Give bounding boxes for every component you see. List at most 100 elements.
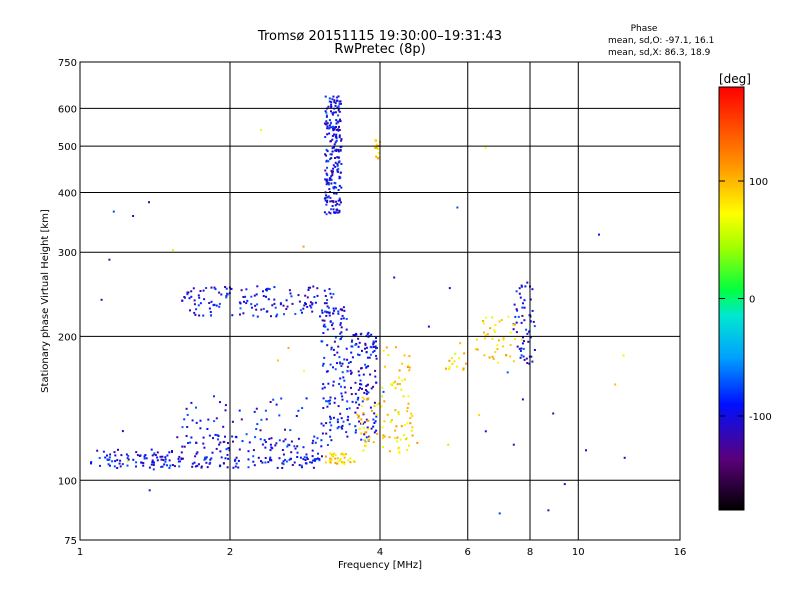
data-point — [232, 466, 235, 469]
data-point — [326, 400, 329, 403]
data-point — [275, 442, 278, 445]
data-point — [522, 302, 524, 305]
data-point — [375, 429, 378, 432]
data-point — [189, 441, 192, 444]
data-point — [342, 420, 345, 423]
data-point — [351, 339, 354, 342]
data-point — [382, 436, 384, 439]
data-point — [328, 311, 331, 314]
data-point — [241, 440, 244, 443]
data-point — [526, 362, 529, 364]
data-point — [330, 459, 333, 462]
data-point — [323, 356, 326, 359]
data-point — [349, 361, 352, 363]
data-point — [225, 296, 228, 299]
data-point — [332, 293, 335, 296]
data-point — [197, 294, 200, 297]
data-point — [513, 323, 516, 326]
data-point — [520, 339, 523, 341]
data-point — [109, 453, 112, 456]
data-point — [329, 177, 332, 180]
data-point — [227, 457, 230, 460]
data-point — [447, 443, 450, 446]
data-point — [337, 405, 340, 408]
data-point — [484, 430, 487, 433]
data-point — [173, 465, 176, 468]
data-point — [300, 464, 303, 467]
data-point — [526, 281, 529, 284]
data-point — [372, 385, 375, 388]
data-point — [162, 459, 165, 462]
data-point — [264, 446, 267, 449]
data-point — [334, 149, 337, 152]
chart-title: Tromsø 20151115 19:30:00–19:31:43 — [257, 29, 502, 44]
data-point — [406, 407, 409, 409]
data-point — [404, 378, 406, 381]
data-point — [370, 333, 373, 336]
data-point — [378, 156, 381, 159]
data-point — [341, 462, 344, 465]
data-point — [375, 357, 378, 360]
data-point — [226, 293, 229, 296]
data-point — [331, 147, 334, 150]
data-point — [402, 395, 405, 398]
data-point — [354, 431, 357, 434]
data-point — [321, 309, 323, 312]
data-point — [515, 331, 518, 334]
data-point — [340, 453, 343, 456]
data-point — [360, 383, 363, 386]
data-point — [355, 401, 358, 404]
data-point — [293, 445, 296, 448]
data-point — [316, 287, 319, 290]
data-point — [357, 414, 360, 417]
data-point — [494, 324, 497, 327]
data-point — [244, 295, 247, 298]
data-point — [121, 463, 124, 466]
data-point — [265, 310, 268, 313]
data-point — [193, 461, 196, 464]
data-point — [334, 368, 337, 371]
data-point — [367, 365, 370, 368]
data-point — [372, 441, 375, 444]
data-point — [334, 102, 337, 105]
data-point — [339, 377, 342, 380]
data-point — [298, 300, 301, 303]
data-point — [232, 440, 234, 443]
data-point — [288, 458, 291, 461]
data-point — [325, 461, 327, 464]
data-point — [285, 299, 288, 302]
data-point — [352, 459, 355, 462]
data-point — [328, 132, 331, 135]
data-point — [496, 361, 499, 364]
data-point — [156, 456, 159, 459]
data-point — [334, 111, 337, 114]
data-point — [336, 418, 339, 421]
data-point — [281, 462, 284, 465]
data-point — [98, 457, 101, 459]
data-point — [107, 463, 110, 466]
data-point — [219, 441, 222, 444]
data-point — [408, 444, 410, 447]
data-point — [331, 454, 334, 457]
data-point — [343, 456, 346, 459]
data-point — [209, 314, 212, 317]
data-point — [363, 433, 366, 436]
data-point — [325, 213, 328, 216]
data-point — [498, 339, 500, 342]
data-point — [513, 303, 516, 306]
data-point — [299, 309, 302, 312]
data-point — [340, 138, 343, 141]
data-point — [585, 449, 587, 452]
data-point — [373, 349, 376, 352]
data-point — [520, 284, 523, 287]
data-point — [332, 380, 335, 383]
data-point — [375, 143, 378, 146]
data-point — [180, 451, 183, 454]
data-point — [343, 463, 346, 466]
data-point — [339, 171, 342, 174]
data-point — [336, 99, 339, 102]
data-point — [188, 297, 191, 300]
data-point — [329, 457, 332, 460]
data-point — [332, 170, 334, 173]
data-point — [360, 432, 363, 435]
